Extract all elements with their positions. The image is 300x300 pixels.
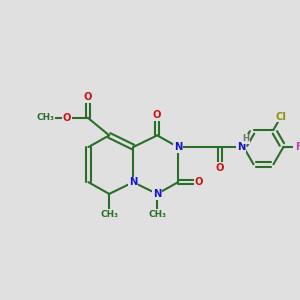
Text: CH₃: CH₃ [148, 210, 166, 219]
Text: O: O [216, 163, 224, 172]
Text: CH₃: CH₃ [100, 210, 118, 219]
Text: O: O [153, 110, 161, 120]
Text: N: N [153, 189, 161, 199]
Text: O: O [84, 92, 92, 102]
Text: CH₃: CH₃ [36, 113, 54, 122]
Text: H: H [243, 134, 250, 143]
Text: N: N [174, 142, 182, 152]
Text: O: O [62, 113, 71, 123]
Text: O: O [195, 177, 203, 187]
Text: N: N [129, 177, 137, 187]
Text: N: N [237, 142, 245, 152]
Text: Cl: Cl [276, 112, 286, 122]
Text: F: F [295, 142, 300, 152]
